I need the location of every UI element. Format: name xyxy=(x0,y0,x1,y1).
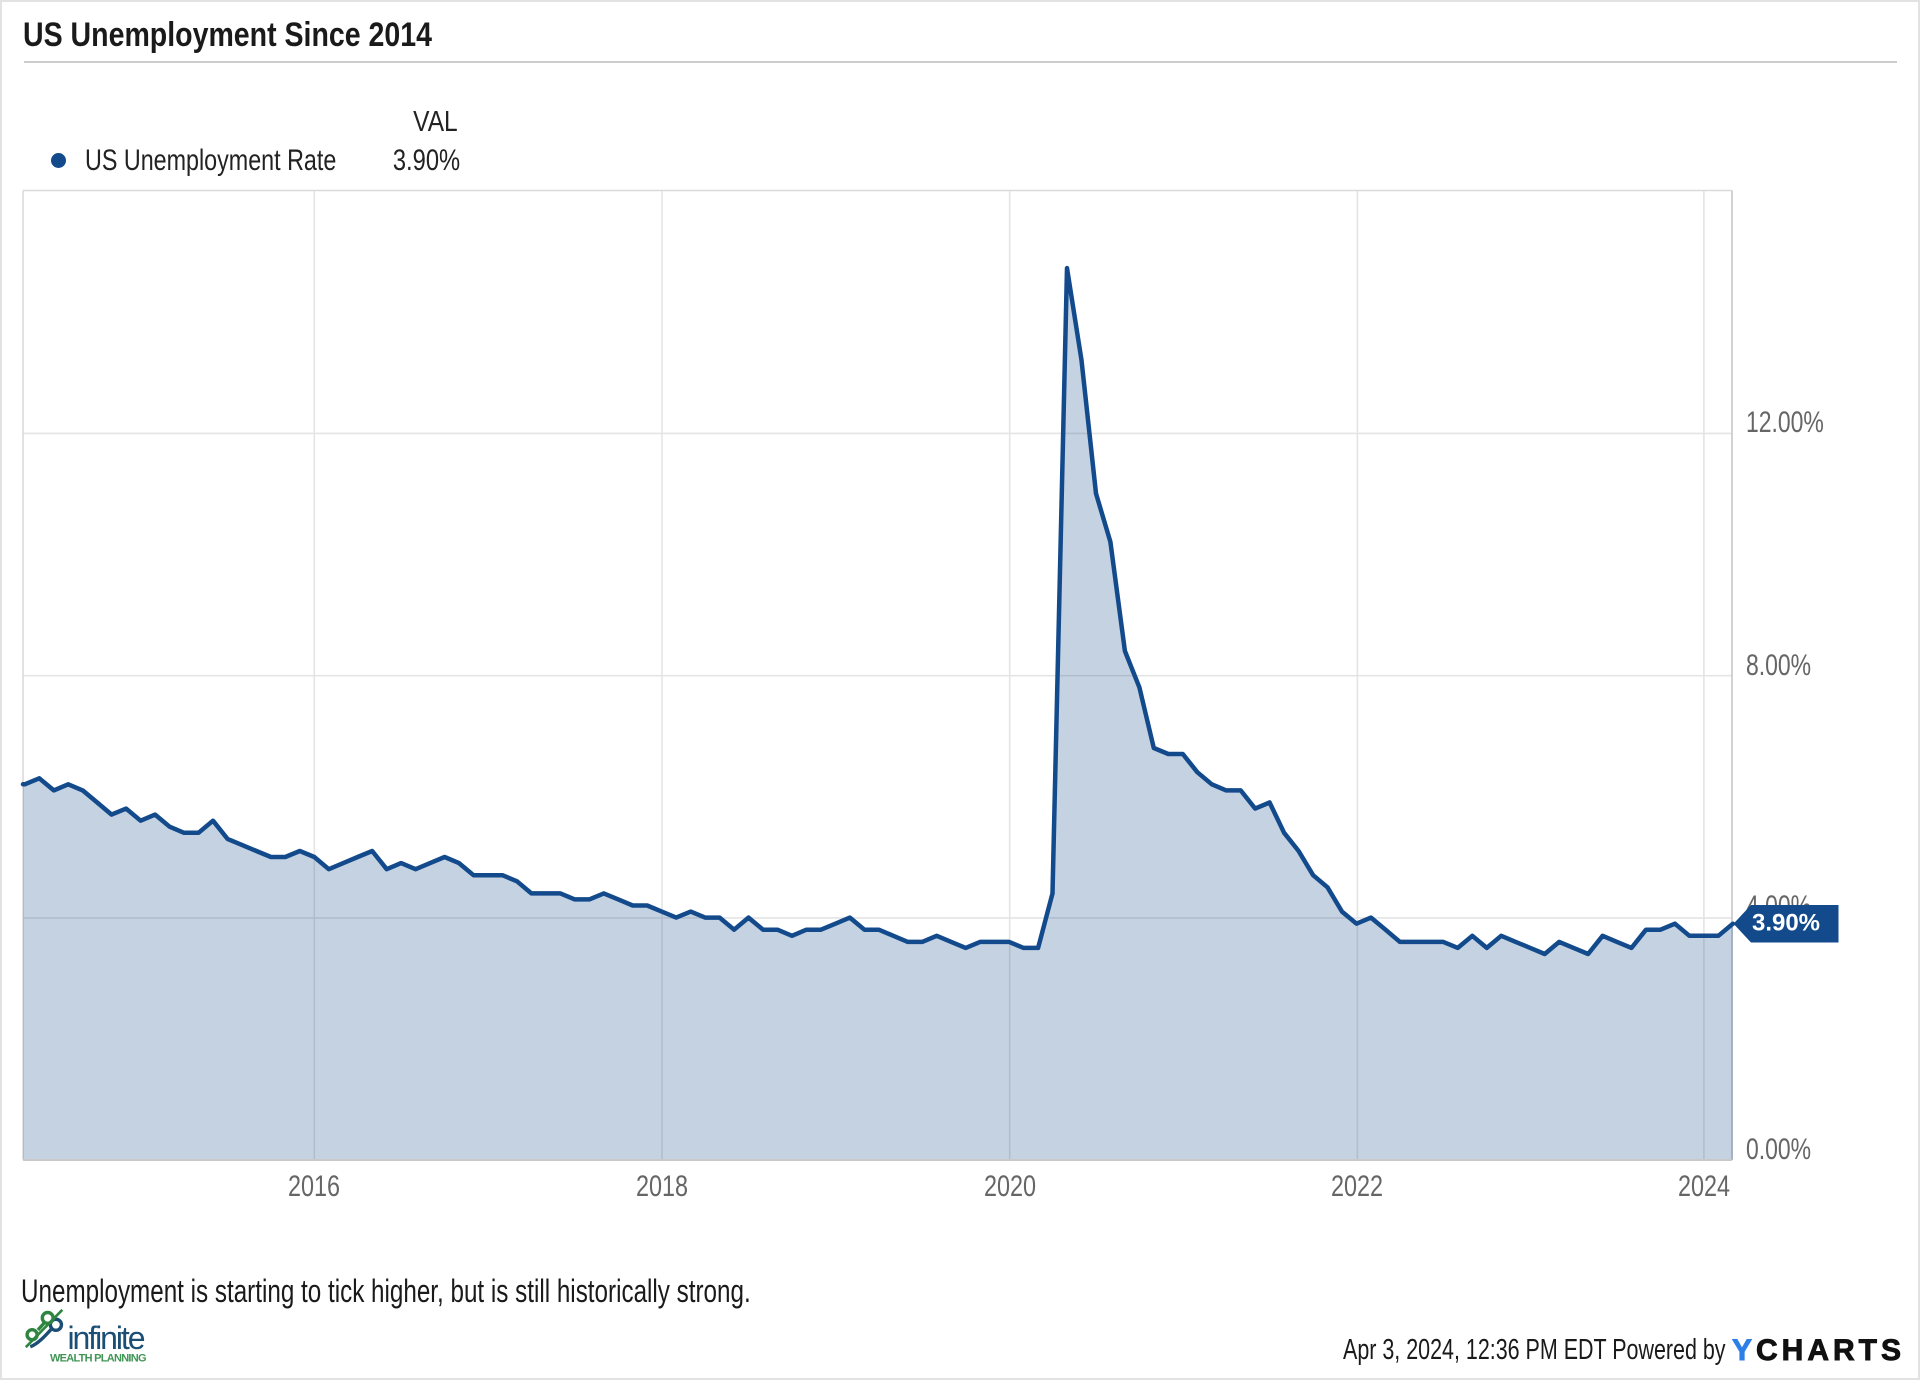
svg-text:infinite: infinite xyxy=(68,1320,146,1356)
svg-text:WEALTH PLANNING: WEALTH PLANNING xyxy=(50,1353,147,1365)
svg-text:3.90%: 3.90% xyxy=(1752,910,1820,937)
